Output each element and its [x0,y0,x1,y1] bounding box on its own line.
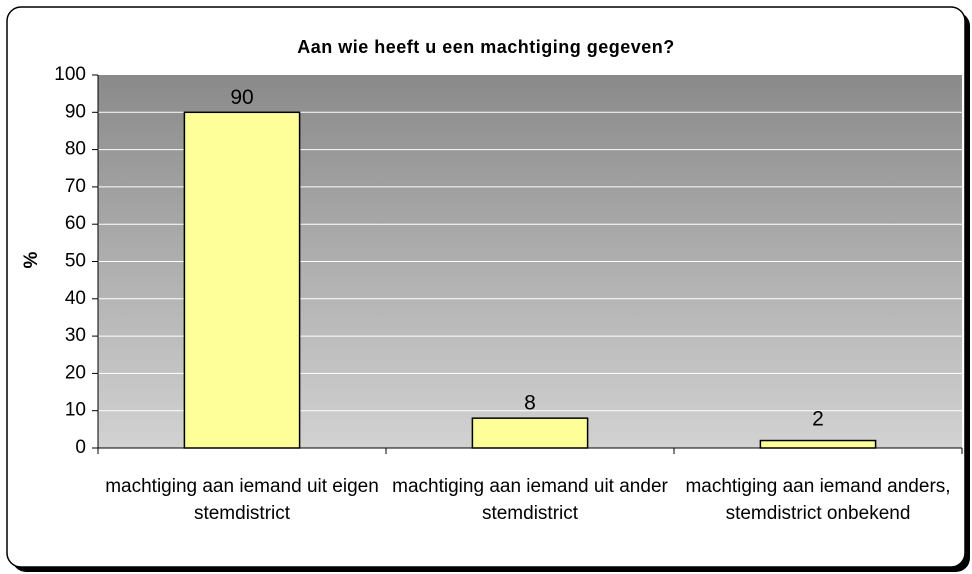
x-tick-label: machtiging aan iemand anders, stemdistri… [685,476,951,524]
y-tick-label: 0 [75,437,86,458]
bar [183,111,301,449]
y-tick-label: 70 [65,176,86,197]
data-label: 90 [230,86,253,109]
y-tick-label: 40 [65,288,86,309]
x-tick-label: machtiging aan iemand uit eigen stemdist… [105,476,379,524]
y-tick-label: 20 [65,362,86,383]
y-tick-label: 50 [65,251,86,272]
bar [759,439,877,449]
chart-title: Aan wie heeft u een machtiging gegeven? [297,37,675,57]
data-label: 8 [524,392,536,415]
bar [471,417,589,449]
y-tick-label: 100 [54,64,86,85]
y-tick-label: 90 [65,101,86,122]
y-tick-label: 30 [65,325,86,346]
y-tick-label: 60 [65,213,86,234]
x-tick-label: machtiging aan iemand uit ander stemdist… [392,476,668,524]
y-tick-label: 10 [65,400,86,421]
y-tick-label: 80 [65,139,86,160]
y-axis-label: % [21,251,42,268]
data-label: 2 [812,408,824,431]
